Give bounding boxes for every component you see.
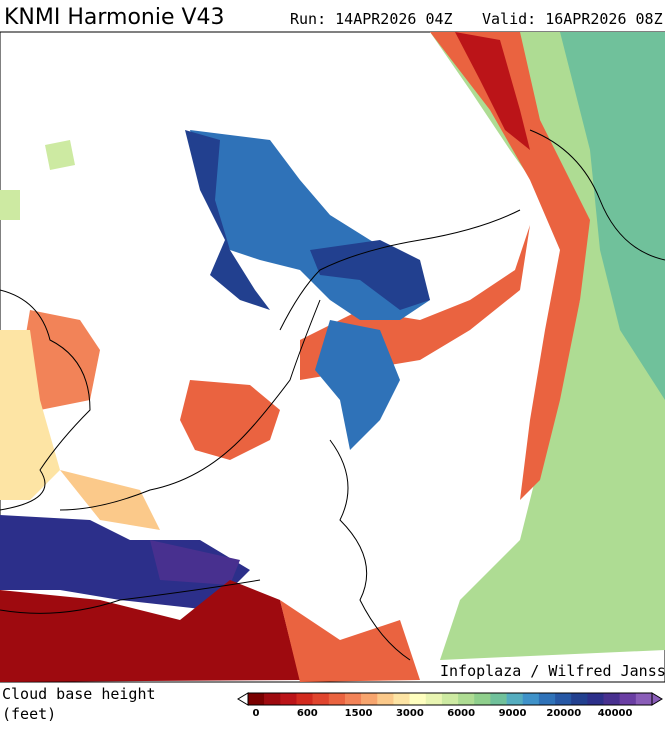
cloud-area bbox=[150, 540, 240, 585]
colorbar-label: 1500 bbox=[345, 708, 373, 719]
colorbar-label: 20000 bbox=[546, 708, 581, 719]
colorbar-label: 9000 bbox=[499, 708, 527, 719]
colorbar-swatch bbox=[571, 693, 588, 705]
colorbar-swatch bbox=[344, 693, 362, 705]
colorbar-swatch bbox=[328, 693, 346, 705]
colorbar-swatch bbox=[393, 693, 410, 705]
cloud-area bbox=[310, 240, 430, 310]
cloud-area bbox=[455, 32, 530, 150]
colorbar-frame bbox=[247, 692, 653, 706]
cloud-area bbox=[0, 330, 60, 500]
cloud-area bbox=[0, 580, 300, 682]
cloud-area bbox=[0, 515, 250, 610]
cloud-area bbox=[180, 380, 280, 460]
colorbar-swatch bbox=[377, 693, 394, 705]
cloud-area bbox=[430, 32, 590, 500]
colorbar-label: 600 bbox=[297, 708, 318, 719]
colorbar-swatch bbox=[474, 693, 491, 705]
colorbar-swatch bbox=[619, 693, 637, 705]
colorbar-swatch bbox=[635, 693, 653, 705]
colorbar-label: 3000 bbox=[396, 708, 424, 719]
run-time: Run: 14APR2026 04Z bbox=[290, 10, 453, 28]
colorbar-swatch bbox=[587, 693, 604, 705]
colorbar-swatch bbox=[361, 693, 378, 705]
cloud-area bbox=[0, 190, 20, 220]
cloud-area bbox=[60, 470, 160, 530]
valid-time: Valid: 16APR2026 08Z bbox=[482, 10, 663, 28]
credit: Infoplaza / Wilfred Janssen bbox=[440, 662, 665, 680]
colorbar-swatch bbox=[522, 693, 540, 705]
colorbar: 0 600 1500 3000 6000 9000 20000 40000 bbox=[237, 692, 663, 719]
colorbar-swatch bbox=[264, 693, 281, 705]
colorbar-swatch bbox=[280, 693, 297, 705]
colorbar-swatch bbox=[248, 693, 265, 705]
cloud-area bbox=[315, 320, 400, 450]
colorbar-swatch bbox=[312, 693, 330, 705]
colorbar-swatch bbox=[538, 693, 556, 705]
colorbar-swatch bbox=[425, 693, 443, 705]
colorbar-swatch bbox=[506, 693, 524, 705]
cloud-area bbox=[560, 32, 665, 400]
colorbar-label: 6000 bbox=[447, 708, 475, 719]
cloud-area bbox=[20, 310, 100, 410]
colorbar-swatch bbox=[603, 693, 620, 705]
colorbar-end bbox=[237, 692, 249, 706]
colorbar-swatch bbox=[441, 693, 459, 705]
colorbar-end bbox=[651, 692, 663, 706]
title: KNMI Harmonie V43 bbox=[4, 5, 225, 30]
colorbar-swatch bbox=[296, 693, 313, 705]
cloud-area bbox=[280, 600, 420, 682]
coastline bbox=[0, 129, 665, 661]
colorbar-label: 0 bbox=[253, 708, 260, 719]
colorbar-swatch bbox=[490, 693, 507, 705]
colorbar-swatch bbox=[458, 693, 475, 705]
map bbox=[0, 31, 665, 683]
legend-title: Cloud base height bbox=[2, 685, 156, 703]
colorbar-swatch bbox=[555, 693, 572, 705]
legend-unit: (feet) bbox=[2, 705, 56, 723]
cloud-area bbox=[45, 140, 75, 170]
colorbar-swatch bbox=[409, 693, 427, 705]
colorbar-label: 40000 bbox=[598, 708, 633, 719]
cloud-area bbox=[185, 130, 270, 310]
